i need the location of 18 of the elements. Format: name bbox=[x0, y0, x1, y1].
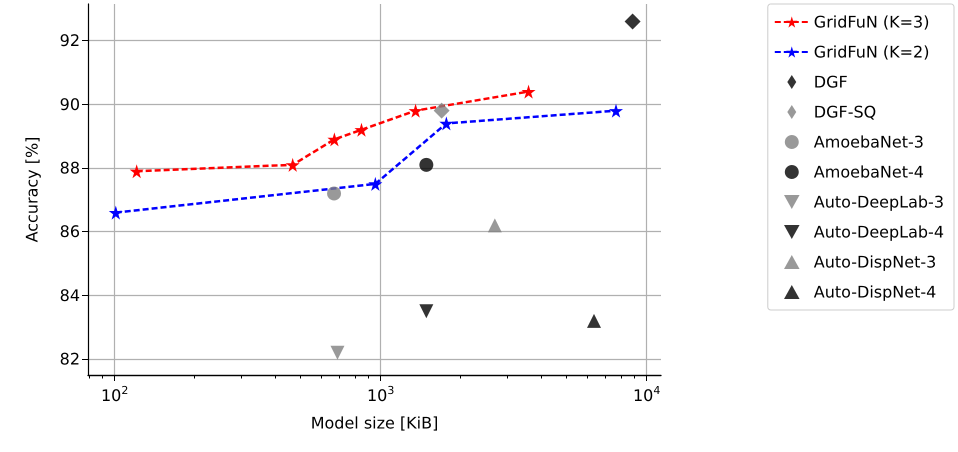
legend-label: DGF bbox=[814, 72, 848, 92]
legend-label: Auto-DeepLab-3 bbox=[814, 192, 944, 212]
y-axis-title: Accuracy [%] bbox=[22, 136, 42, 242]
y-tick-label: 82 bbox=[60, 350, 80, 369]
y-tick-label: 88 bbox=[60, 158, 80, 178]
legend-label: AmoebaNet-3 bbox=[814, 132, 924, 152]
legend-label: GridFuN (K=3) bbox=[814, 12, 930, 32]
legend-label: Auto-DispNet-3 bbox=[814, 252, 936, 272]
legend-label: GridFuN (K=2) bbox=[814, 42, 930, 62]
y-tick-label: 86 bbox=[60, 222, 80, 242]
legend-label: Auto-DispNet-4 bbox=[814, 282, 936, 302]
x-axis-title: Model size [KiB] bbox=[310, 414, 438, 432]
legend-label: DGF-SQ bbox=[814, 102, 876, 122]
legend-label: AmoebaNet-4 bbox=[814, 162, 924, 182]
y-tick-label: 92 bbox=[60, 31, 80, 50]
legend-label: Auto-DeepLab-4 bbox=[814, 222, 944, 242]
y-tick-label: 90 bbox=[60, 94, 80, 114]
y-tick-label: 84 bbox=[60, 286, 80, 305]
